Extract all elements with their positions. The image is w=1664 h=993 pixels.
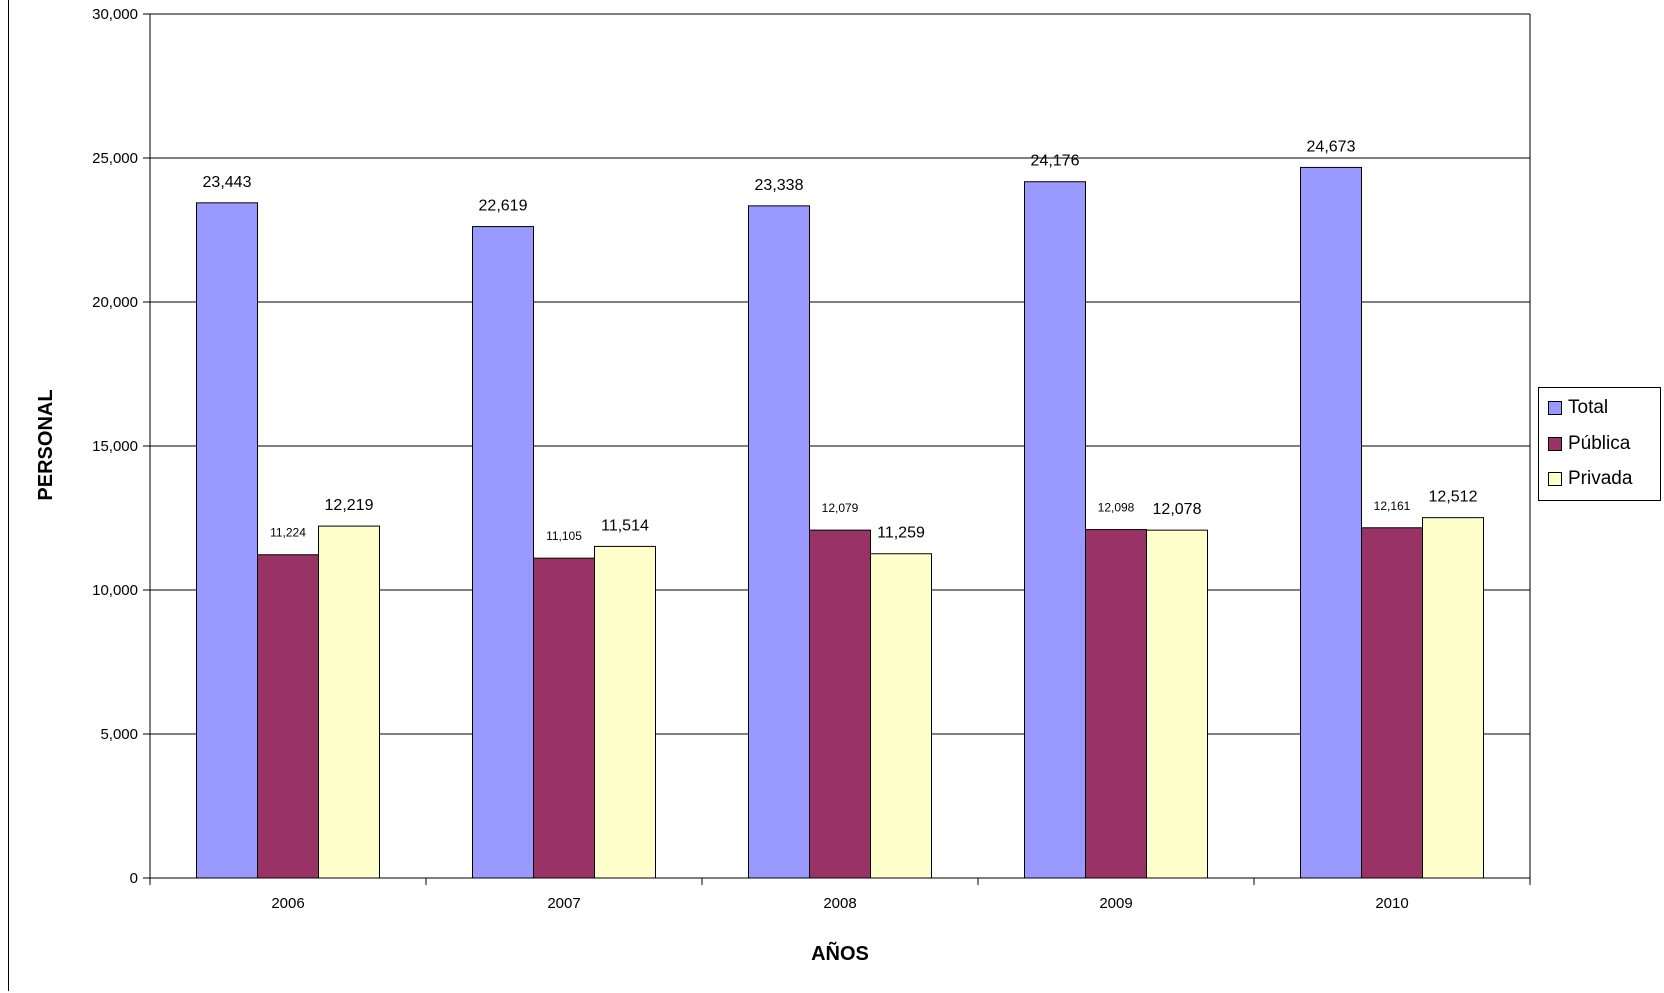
y-axis-title: PERSONAL — [35, 389, 57, 500]
data-label: 23,443 — [203, 174, 252, 191]
data-label: 11,224 — [270, 526, 306, 540]
data-label: 12,161 — [1374, 499, 1411, 513]
x-tick-label: 2006 — [271, 895, 304, 912]
bar-total — [748, 205, 810, 879]
legend-swatch-publica — [1548, 437, 1562, 451]
x-tick-label: 2009 — [1099, 895, 1132, 912]
data-label: 12,078 — [1153, 501, 1202, 518]
legend-label-privada: Privada — [1568, 468, 1633, 489]
x-tick-label: 2010 — [1375, 895, 1408, 912]
bar-privada — [594, 545, 656, 879]
bar-total — [196, 202, 258, 879]
bar-total — [1024, 181, 1086, 879]
x-tick-label: 2008 — [823, 895, 856, 912]
legend-swatch-privada — [1548, 472, 1562, 486]
bar-pública — [809, 529, 871, 879]
x-axis-title: AÑOS — [811, 942, 869, 965]
y-tick-label: 5,000 — [100, 726, 138, 743]
bars — [196, 166, 1484, 879]
legend-item-publica: Pública — [1548, 432, 1630, 456]
data-label: 11,514 — [601, 517, 649, 534]
data-label: 24,673 — [1307, 138, 1356, 155]
bar-privada — [870, 553, 932, 879]
y-tick-label: 25,000 — [92, 150, 138, 167]
y-tick-label: 20,000 — [92, 294, 138, 311]
y-tick-label: 0 — [130, 870, 138, 887]
bar-pública — [257, 554, 319, 879]
bar-privada — [318, 525, 380, 879]
bar-pública — [1085, 529, 1147, 879]
data-label: 12,079 — [822, 501, 859, 515]
data-labels: 23,443 11,224 12,219 22,619 11,105 11,514 23,3… — [203, 138, 1478, 543]
data-label: 11,259 — [877, 525, 925, 542]
y-tick-label: 10,000 — [92, 582, 138, 599]
legend-swatch-total — [1548, 401, 1562, 415]
bar-total — [1300, 166, 1362, 879]
data-label: 23,338 — [755, 177, 804, 194]
data-label: 12,098 — [1098, 501, 1135, 515]
bar-privada — [1146, 529, 1208, 879]
chart-frame — [8, 0, 1662, 991]
data-label: 12,512 — [1429, 489, 1478, 506]
data-label: 11,105 — [546, 529, 582, 543]
axes: 0 5,000 10,000 15,000 20,000 25,000 30,000 2006… — [92, 6, 1531, 912]
legend-label-publica: Pública — [1568, 433, 1631, 454]
legend-label-total: Total — [1568, 397, 1609, 418]
data-label: 12,219 — [325, 497, 374, 514]
y-tick-label: 30,000 — [92, 6, 138, 23]
bar-pública — [533, 557, 595, 879]
data-label: 22,619 — [479, 198, 528, 215]
y-tick-label: 15,000 — [92, 438, 138, 455]
legend-item-total: Total — [1548, 396, 1608, 420]
x-tick-label: 2007 — [547, 895, 580, 912]
data-label: 24,176 — [1031, 153, 1080, 170]
legend-item-privada: Privada — [1548, 467, 1632, 491]
legend: Total Pública Privada — [1538, 387, 1661, 501]
bar-total — [472, 226, 534, 879]
bar-pública — [1361, 527, 1423, 879]
bar-privada — [1422, 517, 1484, 879]
